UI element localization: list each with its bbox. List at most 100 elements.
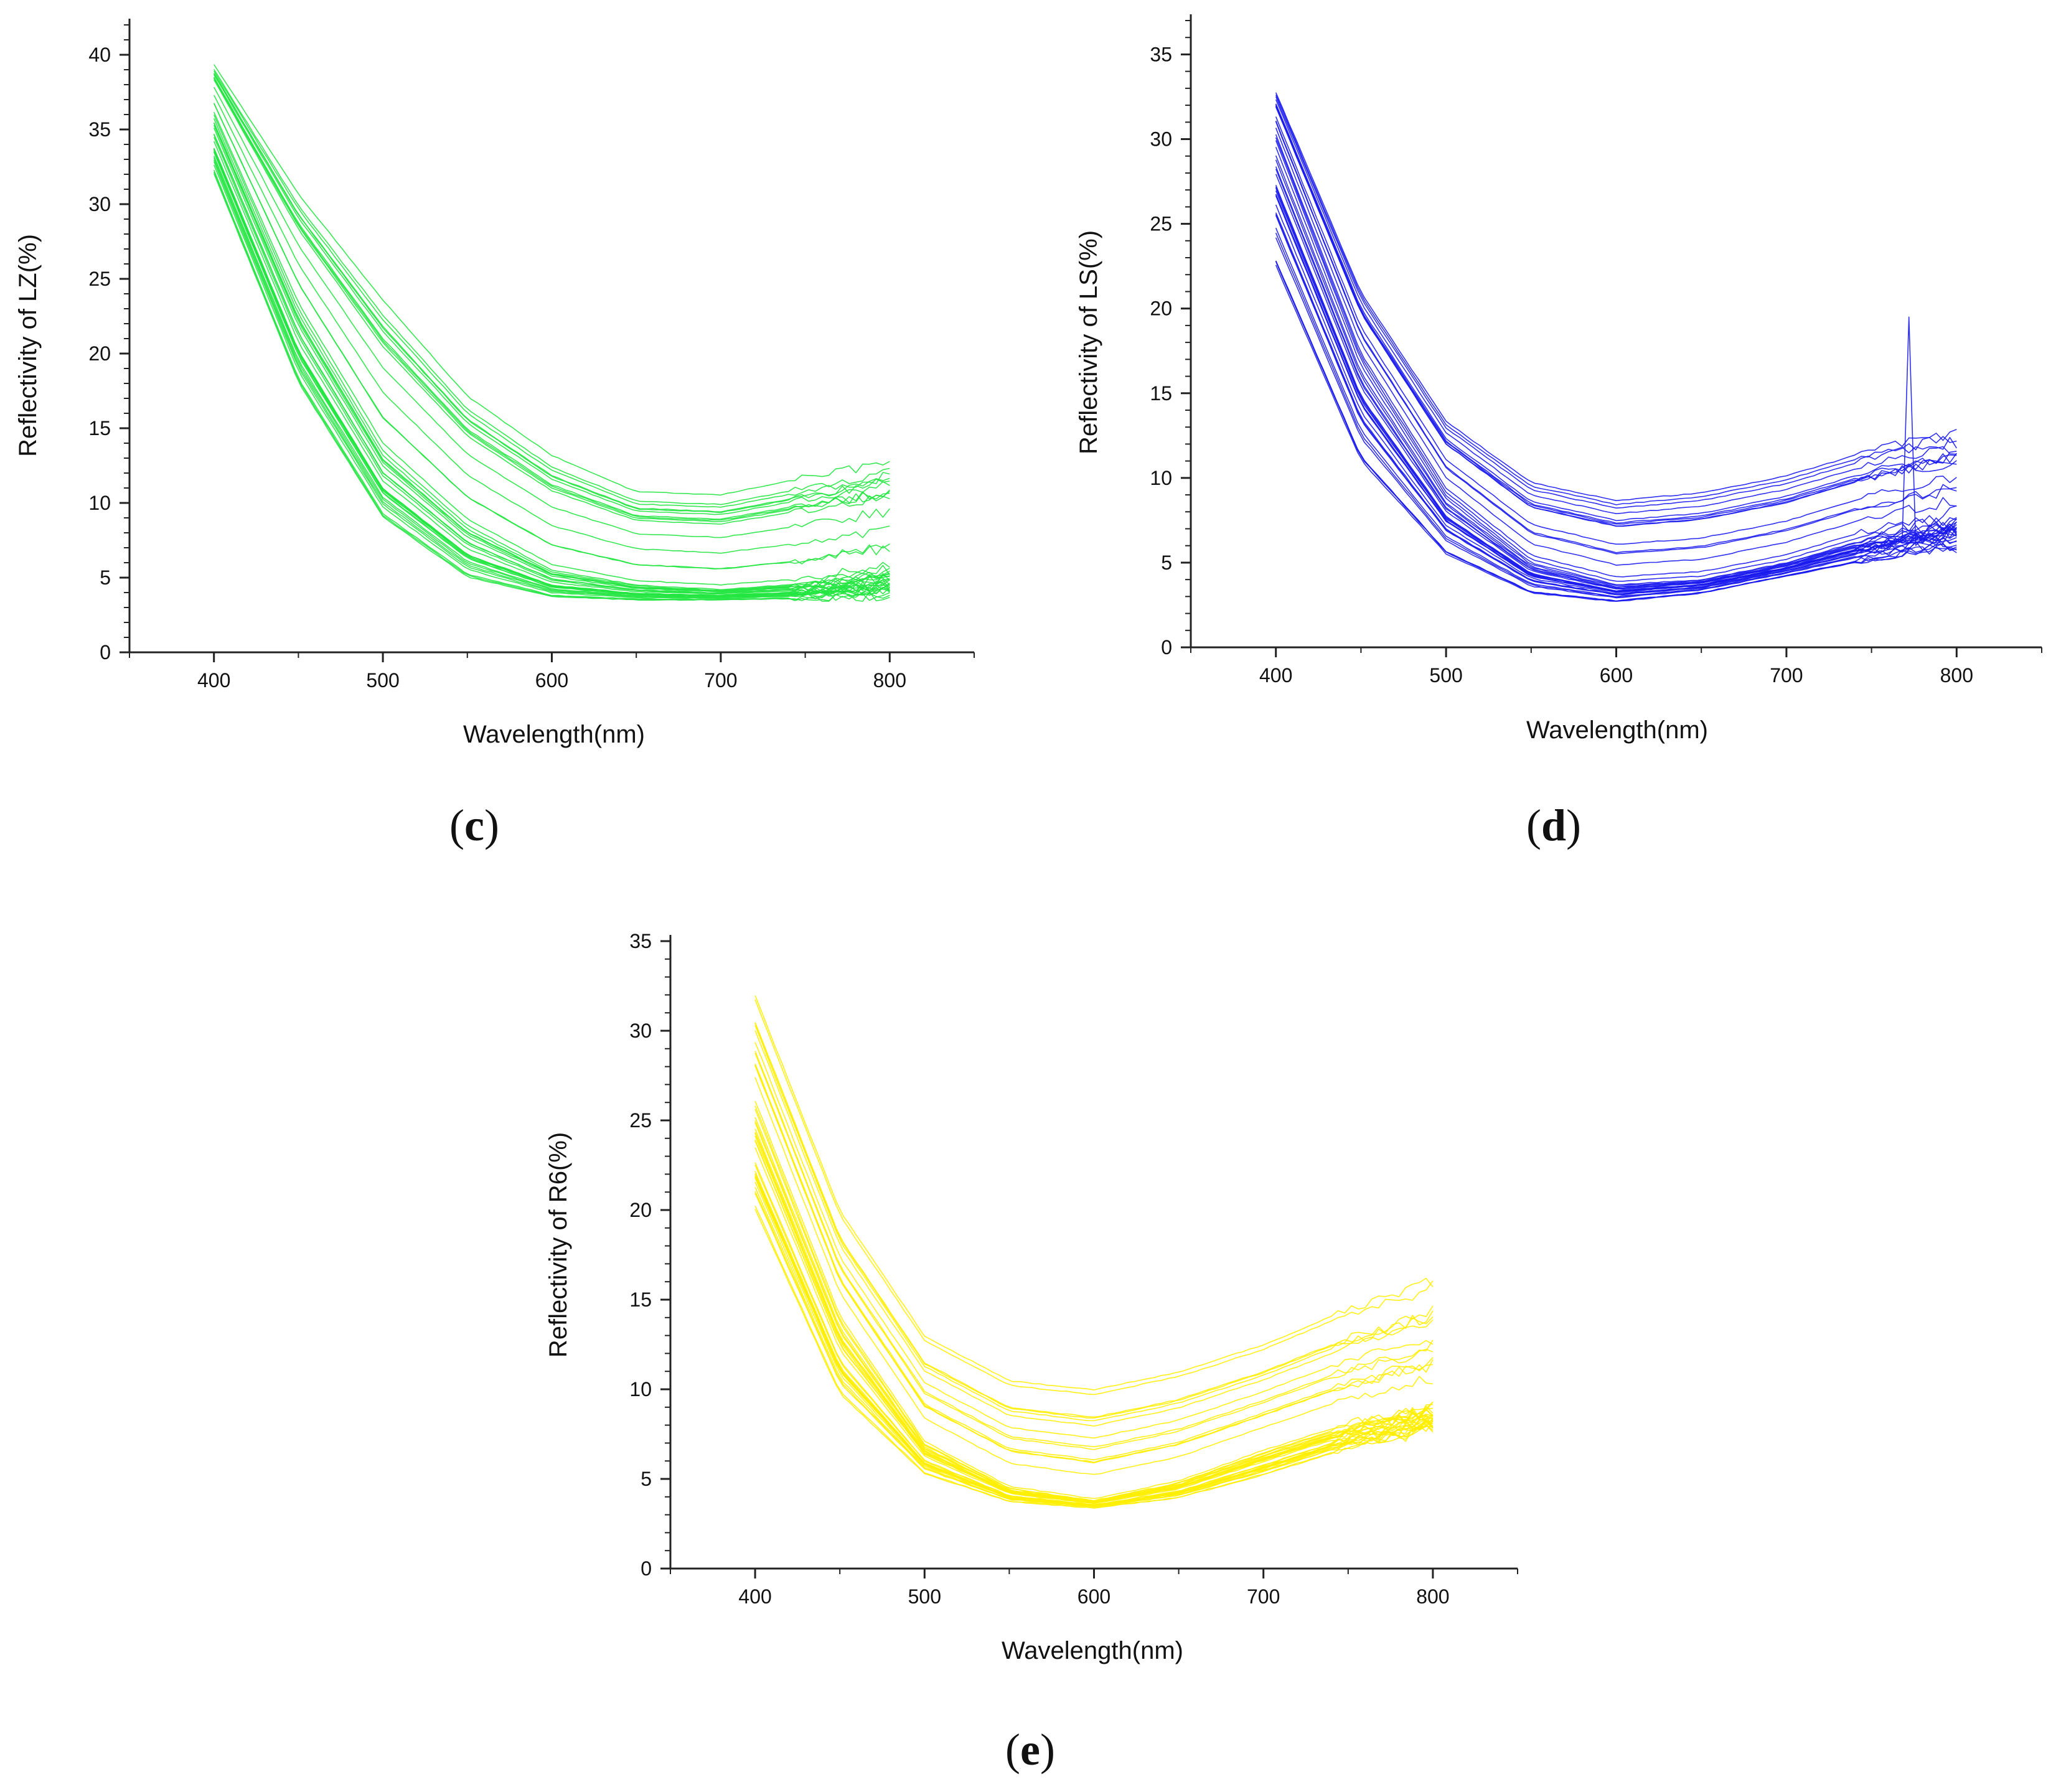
chart-e-series — [754, 995, 1434, 1509]
chart-d-x-tick-label: 700 — [1770, 664, 1803, 687]
chart-c-series-line — [213, 164, 890, 599]
chart-c-series-line — [214, 77, 890, 521]
chart-d-series-line — [1275, 120, 1957, 553]
chart-c-series-line — [213, 141, 890, 595]
chart-d-series — [1275, 92, 1957, 602]
chart-e-series-line — [754, 1171, 1434, 1506]
chart-c-series-line — [213, 173, 890, 602]
chart-c-series-line — [214, 70, 890, 508]
chart-c-series-line — [213, 149, 890, 596]
chart-d-series-line — [1275, 169, 1957, 589]
chart-d-series-line — [1275, 94, 1957, 505]
chart-d-y-tick-label: 25 — [1150, 213, 1172, 235]
chart-c-x-tick-label: 800 — [873, 669, 906, 692]
chart-c-panel-letter: c — [464, 800, 484, 850]
chart-d-series-line — [1275, 137, 1957, 582]
chart-d-x-tick-label: 400 — [1259, 664, 1292, 687]
chart-e-series-line — [754, 1030, 1434, 1427]
chart-e-series-line — [754, 1051, 1434, 1448]
chart-d-y-tick-label: 30 — [1150, 128, 1172, 151]
chart-c-series-line — [213, 150, 890, 597]
chart-e-series-line — [754, 1063, 1434, 1461]
chart-d-series-line — [1275, 140, 1957, 586]
chart-e-series-line — [754, 1022, 1434, 1418]
chart-c-x-tick-label: 700 — [704, 669, 737, 692]
chart-c-series-line — [213, 115, 890, 591]
chart-c-series-line — [213, 156, 890, 598]
chart-d-series-line — [1275, 155, 1957, 588]
chart-c-series-line — [214, 78, 890, 522]
chart-c-series-line — [213, 137, 890, 594]
chart-panel-c: 400 500 600 700 800 0 5 10 15 20 25 30 35 40 Waveleng… — [14, 19, 975, 850]
chart-d-series-line — [1275, 103, 1957, 522]
chart-c-x-tick-label: 500 — [366, 669, 399, 692]
chart-c-y-tick-label: 30 — [88, 193, 111, 215]
chart-c-series-line — [214, 73, 890, 513]
chart-c-y-tick-label: 5 — [100, 566, 111, 589]
chart-e-y-tick-label: 20 — [629, 1199, 652, 1221]
chart-e-x-tick-label: 600 — [1077, 1585, 1110, 1608]
chart-e-panel-letter: e — [1020, 1725, 1040, 1775]
chart-c-series-line — [214, 79, 890, 525]
chart-c-series-line — [213, 87, 890, 538]
chart-panel-e: 400 500 600 700 800 0 5 10 15 20 25 30 35 Wavelength… — [545, 930, 1518, 1775]
chart-c-series-line — [213, 151, 890, 597]
chart-e-y-tick-label: 30 — [629, 1020, 652, 1042]
chart-c-y-tick-label: 15 — [88, 417, 111, 439]
chart-d-series-line — [1275, 128, 1957, 566]
chart-e-series-line — [754, 1120, 1434, 1502]
chart-d-y-tick-label: 15 — [1150, 382, 1172, 405]
chart-d-series-line — [1275, 99, 1957, 514]
chart-c-axes: 400 500 600 700 800 0 5 10 15 20 25 30 35 40 — [88, 19, 975, 692]
chart-c-y-tick-label: 10 — [88, 492, 111, 514]
chart-c-ylabel: Reflectivity of LZ(%) — [14, 234, 42, 457]
chart-d-series-line — [1275, 116, 1957, 545]
chart-d-panel-label: (d) — [1526, 800, 1581, 850]
chart-c-y-tick-label: 35 — [88, 118, 111, 141]
chart-e-y-tick-label: 15 — [629, 1288, 652, 1311]
chart-c-series-line — [213, 123, 890, 592]
chart-panel-d: 400 500 600 700 800 0 5 10 15 20 25 30 35 Wavelength… — [1075, 14, 2042, 850]
chart-d-series-line — [1275, 121, 1957, 555]
chart-d-series-line — [1275, 194, 1957, 593]
chart-d-series-line — [1275, 147, 1957, 586]
chart-e-y-tick-label: 5 — [641, 1468, 652, 1490]
chart-c-series-line — [213, 103, 890, 570]
chart-d-series-line — [1275, 104, 1957, 524]
chart-c-x-tick-label: 600 — [535, 669, 568, 692]
chart-d-ylabel: Reflectivity of LS(%) — [1075, 230, 1102, 454]
chart-d-series-line — [1275, 174, 1957, 589]
chart-e-series-line — [754, 1053, 1434, 1450]
chart-d-y-tick-label: 0 — [1161, 636, 1172, 659]
chart-e-series-line — [754, 1109, 1433, 1501]
chart-c-series-line — [214, 64, 890, 496]
chart-c-series-line — [213, 95, 890, 554]
chart-c-series-line — [213, 161, 890, 599]
chart-e-series-line — [754, 999, 1434, 1396]
chart-e-series-line — [754, 1173, 1434, 1506]
chart-d-series-line — [1275, 105, 1957, 525]
chart-e-y-tick-label: 35 — [629, 930, 652, 952]
chart-e-x-tick-label: 800 — [1416, 1585, 1449, 1608]
chart-e-x-tick-label: 700 — [1247, 1585, 1280, 1608]
chart-e-axes: 400 500 600 700 800 0 5 10 15 20 25 30 35 — [629, 930, 1518, 1608]
chart-d-series-line — [1275, 166, 1957, 589]
chart-c-series — [213, 64, 890, 602]
chart-c-y-tick-label: 0 — [100, 641, 111, 664]
chart-c-series-line — [214, 68, 890, 505]
chart-d-axes: 400 500 600 700 800 0 5 10 15 20 25 30 35 — [1150, 14, 2042, 687]
chart-e-series-line — [754, 1023, 1434, 1419]
chart-d-series-line — [1275, 213, 1957, 596]
chart-d-y-tick-label: 5 — [1161, 551, 1172, 574]
chart-d-series-line — [1275, 106, 1957, 527]
chart-e-series-line — [754, 1025, 1434, 1422]
chart-d-x-tick-label: 800 — [1940, 664, 1973, 687]
chart-c-series-line — [213, 169, 890, 601]
chart-e-x-tick-label: 400 — [738, 1585, 771, 1608]
chart-c-series-line — [213, 133, 890, 594]
chart-e-xlabel: Wavelength(nm) — [1002, 1637, 1183, 1664]
chart-c-xlabel: Wavelength(nm) — [463, 721, 645, 748]
chart-c-y-tick-label: 25 — [88, 268, 111, 290]
chart-e-series-line — [754, 1133, 1434, 1503]
